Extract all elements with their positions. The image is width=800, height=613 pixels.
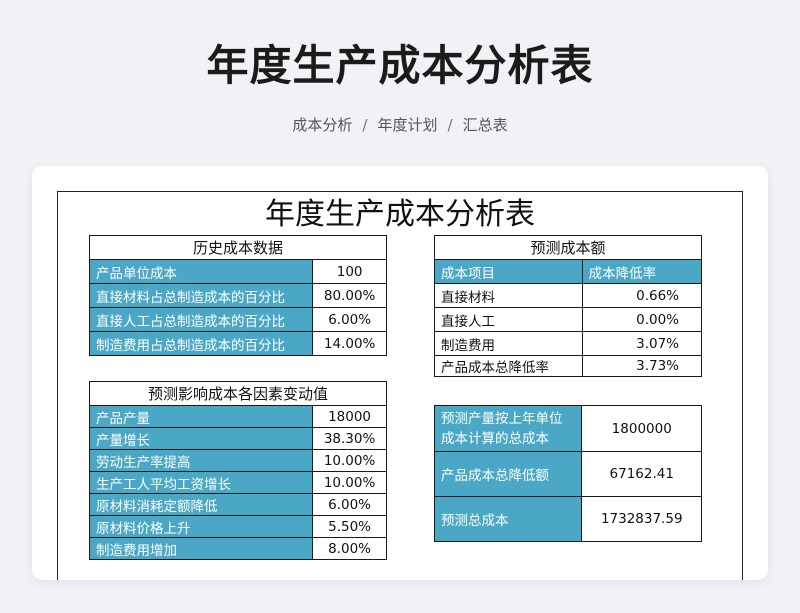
cell-value[interactable]: 67162.41 xyxy=(581,451,702,497)
forecast-table-header: 预测成本额 xyxy=(434,235,702,260)
summary-table: 预测产量按上年单位成本计算的总成本 1800000 产品成本总降低额 67162… xyxy=(433,405,702,542)
cell-label[interactable]: 原材料价格上升 xyxy=(88,515,314,538)
cell-label[interactable]: 产品成本总降低率 xyxy=(434,355,583,377)
cell-value[interactable]: 38.30% xyxy=(312,427,387,450)
breadcrumb: 成本分析 / 年度计划 / 汇总表 xyxy=(0,114,800,136)
table-row: 产品成本总降低额 67162.41 xyxy=(433,451,702,497)
cell-value[interactable]: 100 xyxy=(312,259,387,284)
cell-value[interactable]: 80.00% xyxy=(312,283,387,308)
cell-label[interactable]: 预测产量按上年单位成本计算的总成本 xyxy=(433,405,583,452)
cell-label[interactable]: 产品单位成本 xyxy=(88,259,314,284)
cell-label[interactable]: 原材料消耗定额降低 xyxy=(88,493,314,516)
table-row: 直接人工 0.00% xyxy=(434,307,703,332)
cell-label[interactable]: 直接材料 xyxy=(434,283,583,308)
table-row: 原材料消耗定额降低 6.00% xyxy=(88,493,387,516)
table-row: 产品产量 18000 xyxy=(88,405,387,428)
column-header-item[interactable]: 成本项目 xyxy=(434,259,583,284)
forecast-cost-table: 预测成本额 成本项目 成本降低率 直接材料 0.66% 直接人工 0.00% 制… xyxy=(434,235,703,377)
table-row: 制造费用增加 8.00% xyxy=(88,537,387,560)
cell-label[interactable]: 劳动生产率提高 xyxy=(88,449,314,472)
cell-value[interactable]: 10.00% xyxy=(312,471,387,494)
table-row: 生产工人平均工资增长 10.00% xyxy=(88,471,387,494)
cell-value[interactable]: 18000 xyxy=(312,405,387,428)
page-title: 年度生产成本分析表 xyxy=(206,41,594,90)
table-row: 直接人工占总制造成本的百分比 6.00% xyxy=(88,307,387,332)
table-row: 直接材料占总制造成本的百分比 80.00% xyxy=(88,283,387,308)
breadcrumb-item-summary: 汇总表 xyxy=(462,116,508,134)
table-row: 产品单位成本 100 xyxy=(88,259,387,284)
cell-label[interactable]: 直接人工 xyxy=(434,307,583,332)
table-row: 产品成本总降低率 3.73% xyxy=(434,355,703,377)
cell-label[interactable]: 产品产量 xyxy=(88,405,314,428)
table-row: 预测总成本 1732837.59 xyxy=(433,496,702,542)
cell-label[interactable]: 产品成本总降低额 xyxy=(433,451,583,497)
cell-label[interactable]: 制造费用增加 xyxy=(88,537,314,560)
content-card: 年度生产成本分析表 历史成本数据 产品单位成本 100 直接材料占总制造成本的百… xyxy=(32,166,768,580)
cell-label[interactable]: 生产工人平均工资增长 xyxy=(88,471,314,494)
cell-value[interactable]: 3.07% xyxy=(581,331,703,356)
table-header-row: 成本项目 成本降低率 xyxy=(434,259,703,284)
cell-value[interactable]: 1800000 xyxy=(581,405,702,452)
cell-label[interactable]: 预测总成本 xyxy=(433,496,583,542)
column-header-rate[interactable]: 成本降低率 xyxy=(581,259,703,284)
factor-change-table: 预测影响成本各因素变动值 产品产量 18000 产量增长 38.30% 劳动生产… xyxy=(88,381,387,560)
cell-value[interactable]: 0.00% xyxy=(581,307,703,332)
spreadsheet: 年度生产成本分析表 历史成本数据 产品单位成本 100 直接材料占总制造成本的百… xyxy=(57,191,743,580)
table-row: 制造费用占总制造成本的百分比 14.00% xyxy=(88,331,387,356)
cell-value[interactable]: 0.66% xyxy=(581,283,703,308)
cell-label[interactable]: 直接人工占总制造成本的百分比 xyxy=(88,307,314,332)
history-table-header: 历史成本数据 xyxy=(89,235,387,260)
cell-label[interactable]: 制造费用 xyxy=(434,331,583,356)
table-row: 制造费用 3.07% xyxy=(434,331,703,356)
table-row: 劳动生产率提高 10.00% xyxy=(88,449,387,472)
cell-label[interactable]: 直接材料占总制造成本的百分比 xyxy=(88,283,314,308)
history-cost-table: 历史成本数据 产品单位成本 100 直接材料占总制造成本的百分比 80.00% … xyxy=(88,235,387,356)
breadcrumb-separator: / xyxy=(362,116,368,134)
sheet-title: 年度生产成本分析表 xyxy=(265,197,535,232)
breadcrumb-item-cost-analysis[interactable]: 成本分析 xyxy=(292,116,353,134)
cell-value[interactable]: 6.00% xyxy=(312,307,387,332)
cell-label[interactable]: 产量增长 xyxy=(88,427,314,450)
factor-table-header: 预测影响成本各因素变动值 xyxy=(89,381,387,406)
cell-value[interactable]: 5.50% xyxy=(312,515,387,538)
cell-value[interactable]: 3.73% xyxy=(581,355,703,377)
cell-value[interactable]: 14.00% xyxy=(312,331,387,356)
cell-value[interactable]: 10.00% xyxy=(312,449,387,472)
table-row: 原材料价格上升 5.50% xyxy=(88,515,387,538)
breadcrumb-item-annual-plan[interactable]: 年度计划 xyxy=(377,116,438,134)
table-row: 产量增长 38.30% xyxy=(88,427,387,450)
cell-value[interactable]: 8.00% xyxy=(312,537,387,560)
table-row: 直接材料 0.66% xyxy=(434,283,703,308)
breadcrumb-separator: / xyxy=(447,116,453,134)
cell-label[interactable]: 制造费用占总制造成本的百分比 xyxy=(88,331,314,356)
cell-value[interactable]: 6.00% xyxy=(312,493,387,516)
cell-value[interactable]: 1732837.59 xyxy=(581,496,702,542)
table-row: 预测产量按上年单位成本计算的总成本 1800000 xyxy=(433,405,702,452)
